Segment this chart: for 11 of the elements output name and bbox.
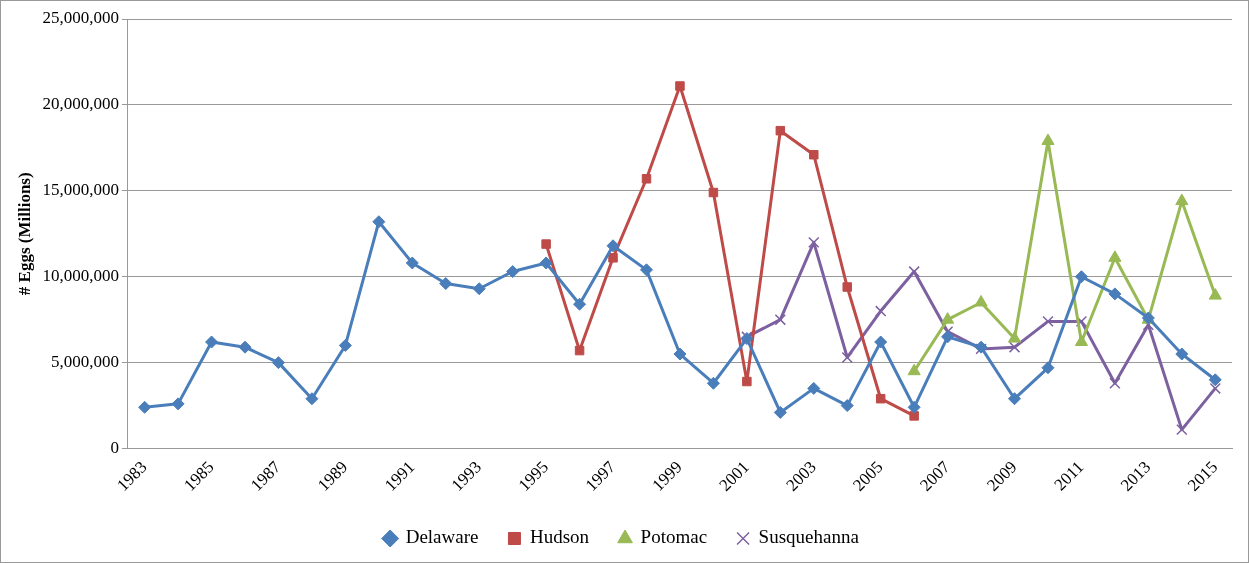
legend-label: Delaware <box>405 526 479 548</box>
y-tick-label: 15,000,000 <box>42 180 119 200</box>
y-tick-label: 0 <box>110 438 119 457</box>
y-tick-label: 20,000,000 <box>42 94 119 114</box>
legend-label: Potomac <box>640 526 708 548</box>
legend-label: Susquehanna <box>758 526 860 548</box>
y-tick-label: 5,000,000 <box>50 352 119 372</box>
y-axis-title: # Eggs (Millions) <box>14 172 34 296</box>
y-tick-label: 25,000,000 <box>42 8 119 28</box>
legend-label: Hudson <box>529 526 590 548</box>
y-tick-label: 10,000,000 <box>42 266 119 286</box>
